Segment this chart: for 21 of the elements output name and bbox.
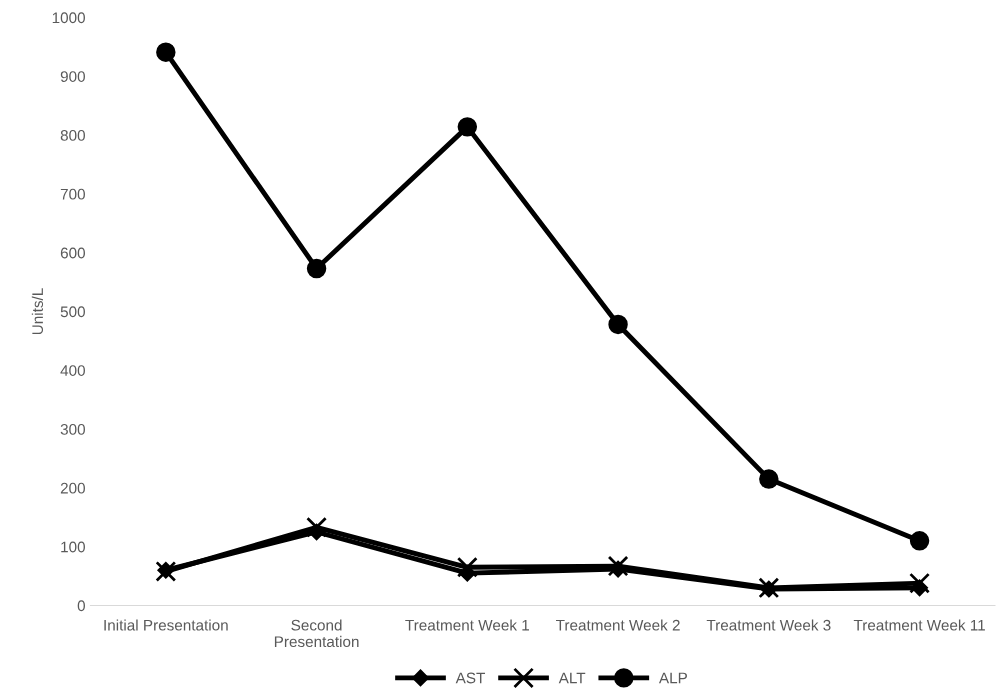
y-tick-label: 200 — [60, 482, 85, 494]
y-tick-label: 900 — [60, 71, 85, 82]
x-tick-label: Treatment Week 2 — [556, 619, 680, 631]
x-tick-label: Treatment Week 1 — [405, 619, 529, 631]
y-tick-label: 500 — [60, 306, 85, 318]
y-tick-label: 600 — [60, 247, 85, 259]
x-tick-label: Initial Presentation — [104, 619, 228, 631]
y-tick-label: 1000 — [52, 12, 85, 24]
y-tick-label: 400 — [60, 365, 85, 376]
y-axis-title: Units/L — [31, 288, 44, 335]
x-tick-label: Second Presentation — [274, 619, 359, 648]
legend-label: ALT — [558, 672, 586, 684]
legend-label: ALP — [658, 672, 687, 684]
x-tick-label: Treatment Week 3 — [706, 619, 831, 631]
legend-label: AST — [455, 672, 486, 684]
y-tick-label: 700 — [60, 188, 85, 200]
y-tick-label: 800 — [60, 129, 85, 141]
x-tick-label: Treatment Week 11 — [853, 619, 985, 631]
y-tick-label: 0 — [77, 600, 85, 612]
y-tick-label: 300 — [60, 423, 85, 435]
y-tick-label: 100 — [61, 541, 85, 553]
